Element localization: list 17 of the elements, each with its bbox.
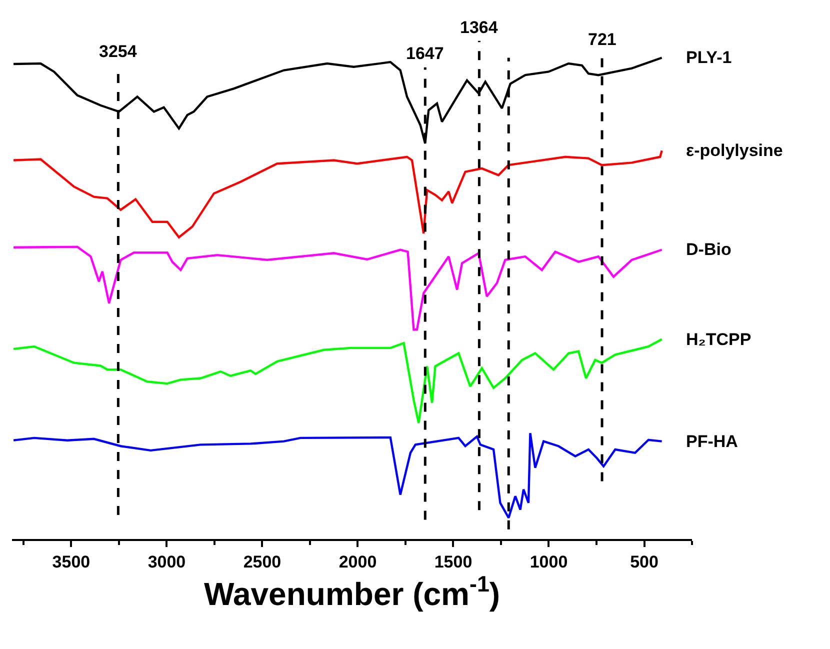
ref-line-label: 721 <box>588 30 616 49</box>
x-tick-label: 2000 <box>338 552 377 572</box>
series-label: ε-polylysine <box>686 141 783 160</box>
series-label: H₂TCPP <box>686 330 752 349</box>
ref-line-label: 3254 <box>99 42 138 61</box>
x-tick-label: 3500 <box>52 552 90 572</box>
x-tick-label: 3000 <box>148 552 186 572</box>
x-tick-label: 1500 <box>434 552 472 572</box>
series-label: PF-HA <box>686 432 738 451</box>
x-axis-title: Wavenumber (cm$^{-1}$) <box>204 571 500 612</box>
ref-line-label: 1647 <box>406 44 444 63</box>
ref-line-label: 1364 <box>460 18 498 37</box>
series-label: PLY-1 <box>686 48 732 67</box>
x-tick-label: 2500 <box>243 552 282 572</box>
series-label: D-Bio <box>686 240 732 259</box>
x-tick-label: 1000 <box>530 552 568 572</box>
x-tick-label: 500 <box>630 552 658 572</box>
